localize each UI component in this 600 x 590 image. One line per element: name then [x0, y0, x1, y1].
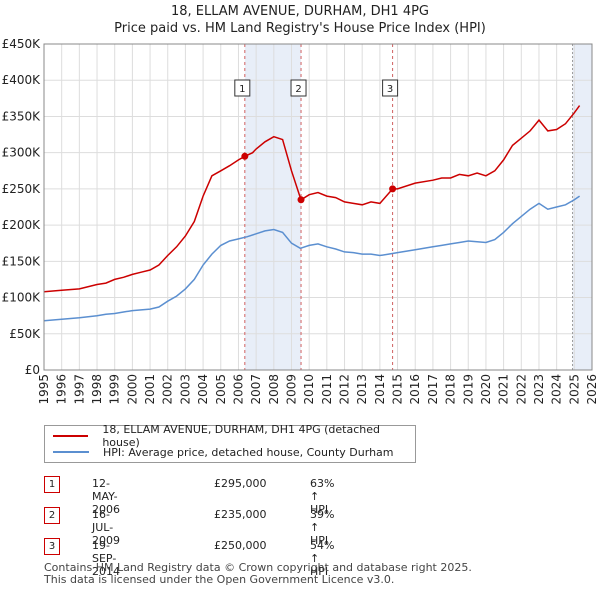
sale-date-2: 16-JUL-2009: [92, 508, 120, 547]
x-tick-label-2013: 2013: [355, 374, 369, 405]
x-tick-label-2003: 2003: [178, 374, 192, 405]
sale-hpi-1: 63% ↑ HPI: [310, 477, 335, 516]
x-tick-label-2010: 2010: [302, 374, 316, 405]
x-tick-label-2011: 2011: [320, 374, 334, 405]
sale-marker-box-3: [382, 79, 399, 97]
hpi-series-line: [43, 195, 581, 322]
x-tick-label-2024: 2024: [550, 374, 564, 405]
y-tick-label-350000: £350K: [2, 109, 42, 123]
sale-marker-box-2: [290, 79, 307, 97]
sale-badge-3: 3: [44, 538, 60, 555]
x-tick-label-2014: 2014: [373, 374, 387, 405]
x-tick-label-2019: 2019: [461, 374, 475, 405]
y-tick-label-250000: £250K: [2, 182, 42, 196]
x-tick-label-2009: 2009: [284, 374, 298, 405]
x-tick-label-1997: 1997: [72, 374, 86, 405]
sale-point-2: [297, 196, 305, 204]
x-tick-label-2012: 2012: [338, 374, 352, 405]
y-tick-label-450000: £450K: [2, 37, 42, 51]
sale-marker-label-1: 1: [239, 84, 245, 95]
price-chart: 1 2 3 £0 £50K £100K £150K £200K £250K £300K £350K £…: [2, 37, 599, 405]
x-tick-label-1996: 1996: [55, 374, 69, 405]
sale-marker-box-1: [234, 79, 251, 97]
chart-legend: 18, ELLAM AVENUE, DURHAM, DH1 4PG (detac…: [44, 423, 416, 463]
x-tick-label-2021: 2021: [497, 374, 511, 405]
shaded-range-2: [572, 44, 592, 370]
x-tick-label-2007: 2007: [249, 374, 263, 405]
x-tick-label-2000: 2000: [125, 374, 139, 405]
chart-subtitle: Price paid vs. HM Land Registry's House …: [114, 21, 486, 36]
footer-licence: This data is licensed under the Open Gov…: [44, 573, 395, 586]
sale-price-2: £235,000: [214, 508, 267, 521]
sale-price-1: £295,000: [214, 477, 267, 490]
y-tick-label-150000: £150K: [2, 254, 42, 268]
x-tick-label-2025: 2025: [567, 374, 581, 405]
sale-badge-2: 2: [44, 507, 60, 524]
chart-title: 18, ELLAM AVENUE, DURHAM, DH1 4PG: [170, 4, 429, 19]
x-tick-label-2022: 2022: [514, 374, 528, 405]
x-tick-label-2005: 2005: [214, 374, 228, 405]
y-tick-label-0: £0: [25, 363, 40, 377]
x-tick-label-2002: 2002: [161, 374, 175, 405]
x-tick-label-2023: 2023: [532, 374, 546, 405]
sale-point-1: [241, 152, 249, 160]
x-tick-label-2006: 2006: [231, 374, 245, 405]
y-tick-label-200000: £200K: [2, 218, 42, 232]
legend-label-property: 18, ELLAM AVENUE, DURHAM, DH1 4PG (detac…: [102, 423, 381, 449]
sale-hpi-3: 54% ↑ HPI: [310, 539, 335, 578]
sale-marker-label-2: 2: [295, 84, 301, 95]
sale-point-3: [389, 185, 397, 193]
sale-price-3: £250,000: [214, 539, 267, 552]
x-tick-label-2004: 2004: [196, 374, 210, 405]
x-tick-label-2016: 2016: [408, 374, 422, 405]
x-tick-label-2018: 2018: [444, 374, 458, 405]
y-tick-label-300000: £300K: [2, 146, 42, 160]
x-tick-label-2001: 2001: [143, 374, 157, 405]
sale-date-1: 12-MAY-2006: [92, 477, 120, 516]
x-tick-label-1995: 1995: [37, 374, 51, 405]
x-tick-label-2026: 2026: [585, 374, 599, 405]
sale-hpi-2: 39% ↑ HPI: [310, 508, 335, 547]
legend-label-hpi: HPI: Average price, detached house, Coun…: [103, 445, 394, 459]
legend-item-property: 18, ELLAM AVENUE, DURHAM, DH1 4PG (detac…: [53, 423, 415, 449]
footer-copyright: Contains HM Land Registry data © Crown c…: [44, 561, 472, 574]
x-tick-label-2020: 2020: [479, 374, 493, 405]
sale-marker-label-3: 3: [387, 84, 393, 95]
x-tick-label-1998: 1998: [90, 374, 104, 405]
y-tick-label-400000: £400K: [2, 73, 42, 87]
legend-swatch-property: [53, 435, 89, 437]
x-tick-label-2008: 2008: [267, 374, 281, 405]
sale-badge-1: 1: [44, 476, 60, 493]
property-series-line: [43, 105, 581, 293]
y-tick-label-100000: £100K: [2, 291, 42, 305]
x-tick-label-1999: 1999: [108, 374, 122, 405]
x-tick-label-2015: 2015: [391, 374, 405, 405]
sale-date-3: 19-SEP-2014: [92, 539, 120, 578]
y-tick-label-50000: £50K: [9, 327, 41, 341]
x-tick-label-2017: 2017: [426, 374, 440, 405]
plot-frame: [43, 43, 593, 371]
legend-swatch-hpi: [53, 451, 89, 453]
legend-item-hpi: HPI: Average price, detached house, Coun…: [53, 444, 394, 460]
